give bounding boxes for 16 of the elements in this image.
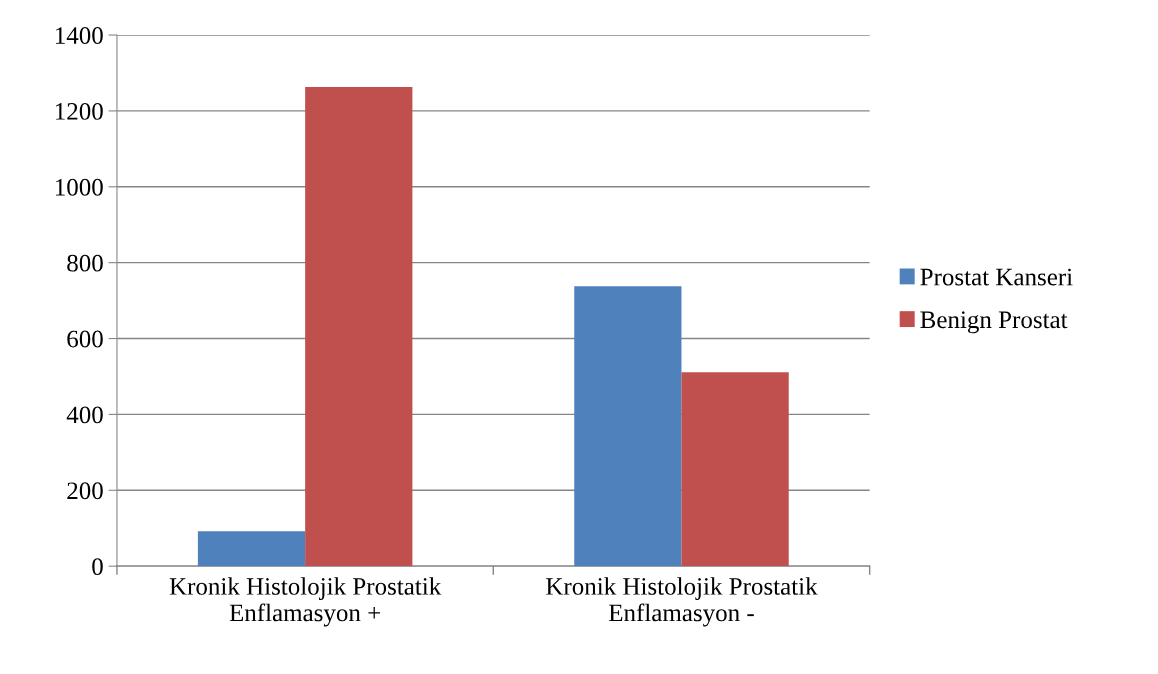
y-tick-label: 1200 — [55, 102, 103, 120]
y-tick-label: 400 — [66, 406, 103, 424]
y-tick-label: 1400 — [55, 27, 103, 44]
bar — [305, 87, 413, 567]
bar — [574, 286, 682, 567]
x-tick-label: Kronik Histolojik Prostatik Enflamasyon + — [169, 577, 442, 627]
y-tick-label: 800 — [67, 254, 103, 272]
y-tick-label: 1000 — [55, 178, 103, 196]
legend-label: Prostat Kanseri — [920, 268, 1073, 286]
y-tick-label: 200 — [67, 482, 103, 500]
bar — [681, 372, 789, 567]
y-tick-label: 600 — [67, 330, 103, 348]
bar — [197, 531, 306, 567]
y-tick-label: 0 — [92, 558, 103, 576]
x-tick-label: Kronik Histolojik Prostatik Enflamasyon - — [546, 577, 818, 627]
legend-label: Benign Prostat — [920, 311, 1068, 334]
